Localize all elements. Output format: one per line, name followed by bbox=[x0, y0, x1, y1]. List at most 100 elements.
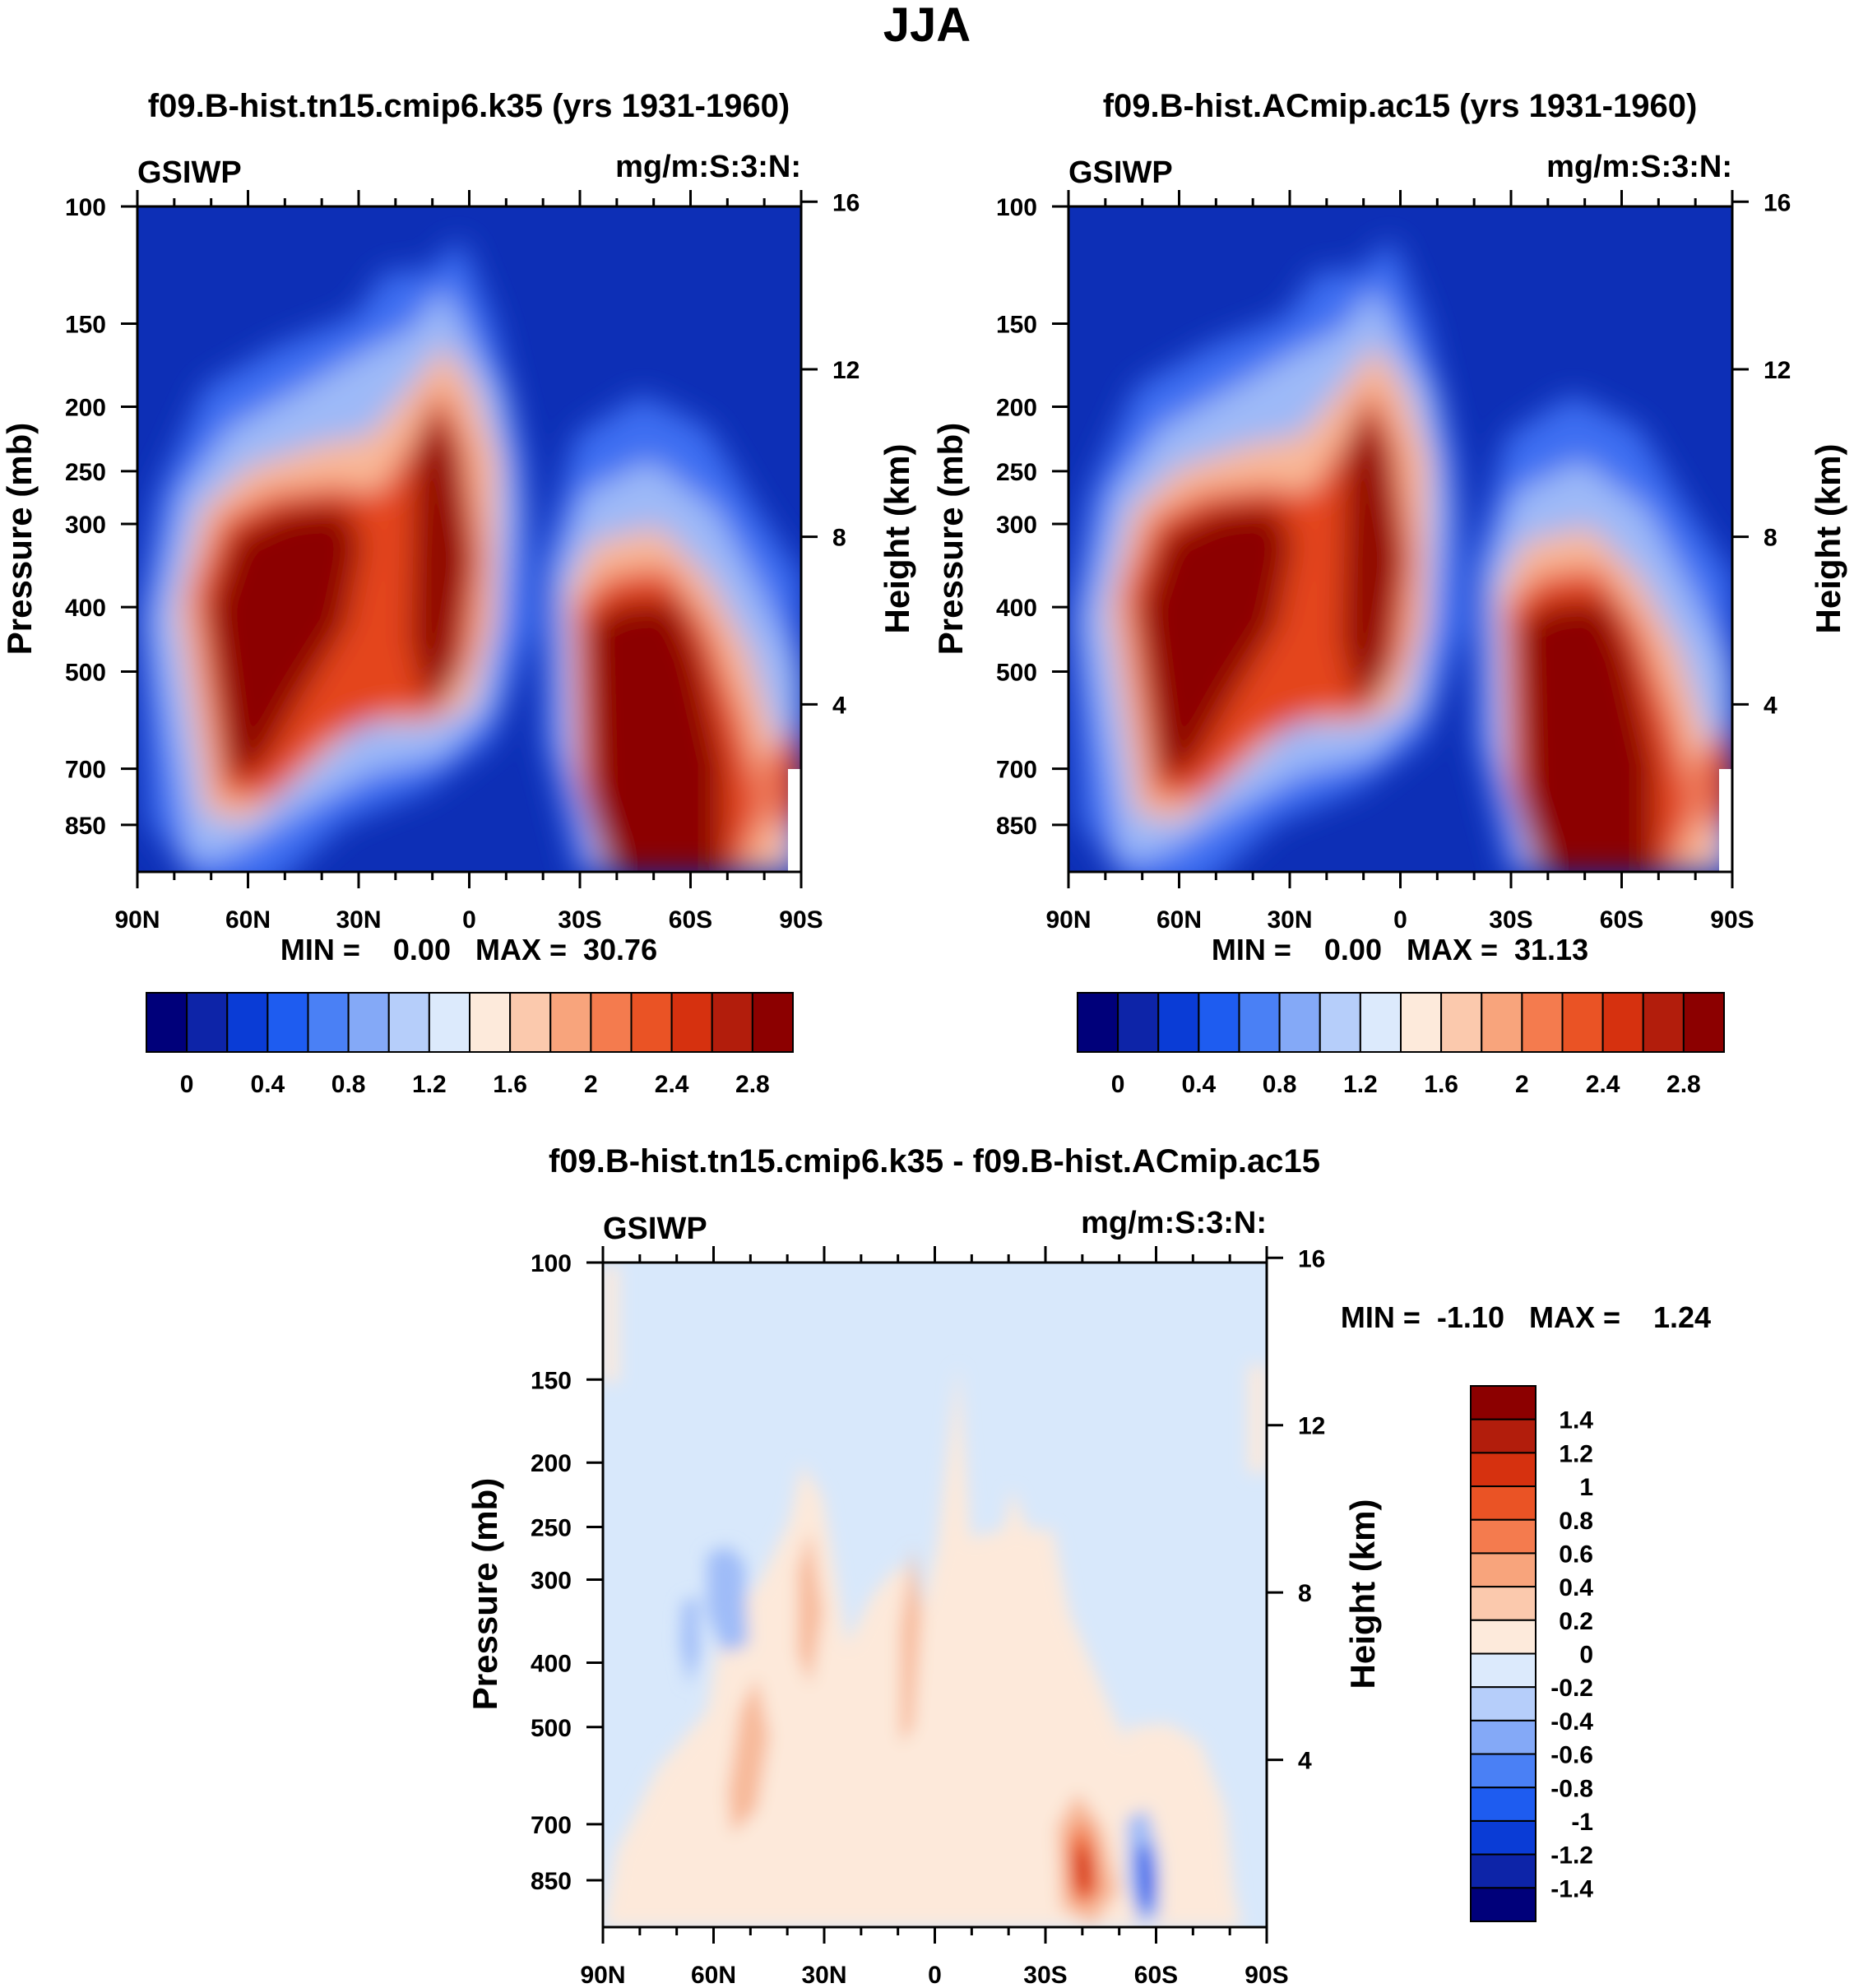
colorbar-box bbox=[1117, 992, 1160, 1053]
colorbar-label: 2.8 bbox=[1666, 1071, 1701, 1098]
colorbar-box bbox=[1470, 1586, 1537, 1621]
y-tick-label: 200 bbox=[65, 395, 106, 422]
x-tick-label: 90N bbox=[1045, 906, 1091, 934]
x-tick-label: 60N bbox=[691, 1962, 736, 1988]
colorbar-box bbox=[549, 992, 592, 1053]
colorbar-label: -0.6 bbox=[1550, 1742, 1593, 1769]
panel-3-ylabel: Pressure (mb) bbox=[466, 1478, 504, 1710]
x-tick-label: 0 bbox=[462, 906, 476, 934]
panel-3-positive-region bbox=[798, 1530, 823, 1686]
colorbar-box bbox=[387, 992, 430, 1053]
figure-title: JJA bbox=[883, 0, 971, 52]
panel-3-y-axis-right: 16 12 8 4 bbox=[1267, 1245, 1325, 1775]
colorbar-label: 0.6 bbox=[1559, 1541, 1593, 1568]
colorbar-label: 0 bbox=[180, 1071, 194, 1098]
panel-2-title: f09.B-hist.ACmip.ac15 (yrs 1931-1960) bbox=[1103, 88, 1698, 124]
y-tick-label: 850 bbox=[996, 813, 1037, 840]
y-right-tick-label: 12 bbox=[832, 357, 860, 384]
colorbar-box bbox=[1470, 1418, 1537, 1454]
panel-1-stats: MIN = 0.00 MAX = 30.76 bbox=[280, 933, 657, 966]
colorbar-label: -1 bbox=[1571, 1809, 1593, 1836]
y-right-tick-label: 4 bbox=[1764, 692, 1778, 719]
colorbar-box bbox=[1440, 992, 1483, 1053]
y-tick-label: 200 bbox=[996, 395, 1037, 422]
colorbar-box bbox=[307, 992, 350, 1053]
panel-1-y-axis-right: 16 12 8 4 bbox=[801, 189, 860, 719]
panel-1-ylabel: Pressure (mb) bbox=[0, 423, 39, 655]
colorbar-box bbox=[267, 992, 309, 1053]
colorbar-label: 0.4 bbox=[1559, 1574, 1593, 1601]
colorbar-label: -0.8 bbox=[1550, 1775, 1593, 1802]
panel-2-units: mg/m:S:3:N: bbox=[1546, 150, 1732, 184]
panel-1-title: f09.B-hist.tn15.cmip6.k35 (yrs 1931-1960… bbox=[148, 88, 790, 124]
x-tick-label: 30N bbox=[801, 1962, 846, 1988]
y-tick-label: 100 bbox=[531, 1250, 572, 1277]
x-tick-label: 60N bbox=[1156, 906, 1202, 934]
y-tick-label: 150 bbox=[65, 311, 106, 338]
x-tick-label: 30S bbox=[1023, 1962, 1067, 1988]
colorbar-box bbox=[1470, 1652, 1537, 1689]
colorbar-box bbox=[347, 992, 390, 1053]
panel-2-envelope bbox=[1519, 600, 1655, 872]
panel-3-colorbar: 1.4 1.2 1 0.8 0.6 0.4 0.2 0 -0.2 -0.4 -0.6 -0.8 -1 -1… bbox=[1470, 1385, 1593, 1922]
panel-3-y-axis: 100 150 200 250 300 400 500 700 850 bbox=[531, 1250, 603, 1895]
x-tick-label: 30S bbox=[1489, 906, 1532, 934]
colorbar-label: 0 bbox=[1579, 1642, 1593, 1669]
panel-2-colorbar: 0 0.4 0.8 1.2 1.6 2 2.4 2.8 bbox=[1077, 992, 1725, 1098]
colorbar-label: 0.8 bbox=[1263, 1071, 1297, 1098]
panel-1-plot bbox=[137, 206, 801, 872]
colorbar-label: 1.6 bbox=[493, 1071, 527, 1098]
colorbar-box bbox=[1470, 1786, 1537, 1822]
x-tick-label: 90S bbox=[1710, 906, 1754, 934]
panel-1-envelope bbox=[210, 506, 362, 781]
panel-1-colorbar: 0 0.4 0.8 1.2 1.6 2 2.4 2.8 bbox=[146, 992, 794, 1098]
panel-3-negative-region bbox=[707, 1546, 749, 1653]
colorbar-label: 2.8 bbox=[735, 1071, 770, 1098]
colorbar-box bbox=[1642, 992, 1685, 1053]
colorbar-box bbox=[1470, 1686, 1537, 1722]
y-tick-label: 150 bbox=[531, 1367, 572, 1394]
y-tick-label: 250 bbox=[996, 459, 1037, 486]
y-right-tick-label: 12 bbox=[1298, 1413, 1325, 1440]
y-tick-label: 300 bbox=[996, 512, 1037, 539]
panel-3-plot bbox=[603, 1263, 1267, 1927]
colorbar-box bbox=[1601, 992, 1644, 1053]
panel-3-title: f09.B-hist.tn15.cmip6.k35 - f09.B-hist.A… bbox=[549, 1143, 1320, 1179]
panel-2-ylabel-right: Height (km) bbox=[1809, 444, 1847, 634]
panel-3-negative-region bbox=[1137, 1842, 1156, 1912]
colorbar-label: 0.2 bbox=[1559, 1608, 1593, 1635]
y-right-tick-label: 8 bbox=[1298, 1580, 1312, 1607]
panel-3-positive-region bbox=[901, 1546, 921, 1744]
colorbar-label: 2 bbox=[1515, 1071, 1529, 1098]
panel-3-units: mg/m:S:3:N: bbox=[1081, 1206, 1267, 1240]
y-tick-label: 400 bbox=[531, 1650, 572, 1677]
panel-2-ylabel: Pressure (mb) bbox=[931, 423, 970, 655]
panel-3-field bbox=[603, 1267, 1267, 1927]
y-tick-label: 250 bbox=[65, 459, 106, 486]
panel-2-x-axis: 90N 60N 30N 0 30S 60S 90S bbox=[1045, 190, 1754, 934]
panel-1-x-axis: 90N 60N 30N 0 30S 60S 90S bbox=[114, 190, 823, 934]
y-tick-label: 100 bbox=[65, 194, 106, 221]
panel-2-y-axis: 100 150 200 250 300 400 500 700 850 bbox=[996, 194, 1068, 840]
colorbar-label: 1.6 bbox=[1424, 1071, 1458, 1098]
colorbar-box bbox=[1470, 1552, 1537, 1588]
colorbar-box bbox=[1470, 1619, 1537, 1655]
x-tick-label: 90N bbox=[580, 1962, 625, 1988]
y-tick-label: 500 bbox=[65, 659, 106, 686]
colorbar-box bbox=[1481, 992, 1523, 1053]
y-right-tick-label: 16 bbox=[1764, 189, 1791, 216]
colorbar-box bbox=[1470, 1518, 1537, 1555]
colorbar-label: 0.8 bbox=[1559, 1508, 1593, 1535]
colorbar-label: 2 bbox=[584, 1071, 598, 1098]
panel-2-missing bbox=[1719, 769, 1732, 872]
y-right-tick-label: 16 bbox=[1298, 1245, 1325, 1272]
colorbar-label: 2.4 bbox=[655, 1071, 689, 1098]
x-tick-label: 90S bbox=[779, 906, 823, 934]
panel-1-variable: GSIWP bbox=[137, 155, 242, 190]
panel-1: f09.B-hist.tn15.cmip6.k35 (yrs 1931-1960… bbox=[0, 88, 916, 1098]
colorbar-label: 1.2 bbox=[1343, 1071, 1378, 1098]
x-tick-label: 60N bbox=[225, 906, 271, 934]
colorbar-label: 1.2 bbox=[1559, 1440, 1593, 1467]
y-right-tick-label: 12 bbox=[1764, 357, 1791, 384]
